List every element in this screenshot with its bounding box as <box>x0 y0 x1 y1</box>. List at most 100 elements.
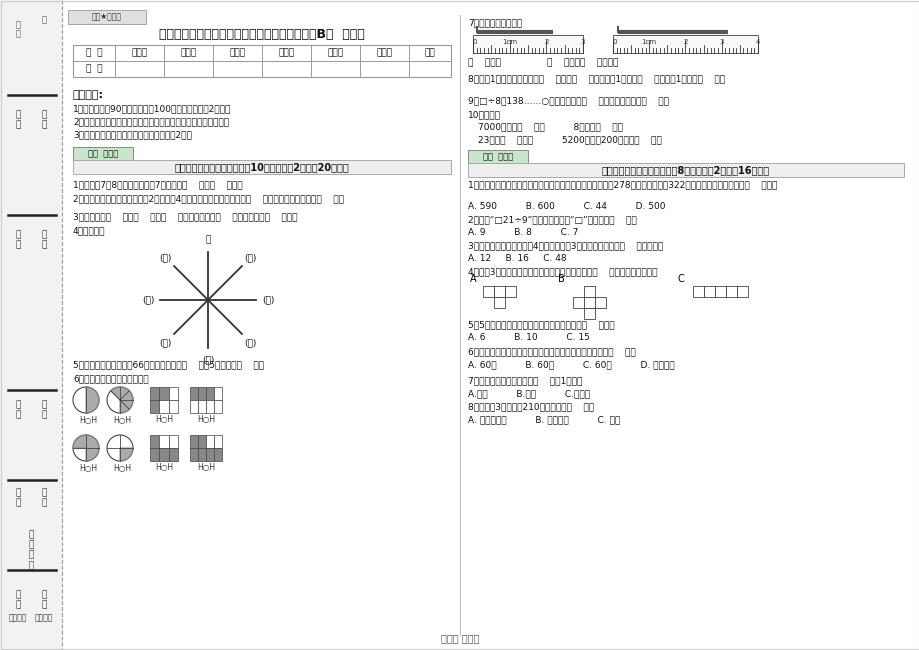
Text: (　): ( ) <box>159 338 172 347</box>
Bar <box>190 448 198 461</box>
Text: 1、考试时间：90分钟，满分为100分（含卷面分刃2分）。: 1、考试时间：90分钟，满分为100分（含卷面分刃2分）。 <box>73 104 231 113</box>
Bar <box>468 163 903 177</box>
Text: 姓: 姓 <box>16 110 20 119</box>
Text: 6、看图写分数，并比较大小。: 6、看图写分数，并比较大小。 <box>73 374 149 383</box>
Bar <box>206 435 214 448</box>
Bar <box>168 400 177 413</box>
Text: A. 60秒          B. 60分          C. 60时          D. 无法确定: A. 60秒 B. 60分 C. 60时 D. 无法确定 <box>468 360 674 369</box>
Text: 计算题: 计算题 <box>278 49 294 57</box>
Text: (　): ( ) <box>159 253 172 262</box>
Bar <box>612 35 757 53</box>
Bar <box>472 35 583 53</box>
Text: 第１页 八４页: 第１页 八４页 <box>440 633 479 643</box>
Bar <box>736 286 747 297</box>
Bar <box>150 387 159 400</box>
Text: 订: 订 <box>28 551 34 560</box>
Text: A.一定          B.可能          C.不可能: A.一定 B.可能 C.不可能 <box>468 389 589 398</box>
Text: 3: 3 <box>719 39 723 45</box>
Text: 书: 书 <box>16 30 20 38</box>
Text: 级: 级 <box>41 240 47 250</box>
Text: (　): ( ) <box>244 253 256 262</box>
Text: 7000千克＝（    ）吨          8千克＝（    ）克: 7000千克＝（ ）吨 8千克＝（ ）克 <box>478 122 622 131</box>
Text: 号: 号 <box>41 499 47 508</box>
Bar <box>725 286 736 297</box>
Text: 8、分酈1小格，秒针正好走（    ），是（    ）秒。分酈1大格是（    ），时酈1大格是（    ）。: 8、分酈1小格，秒针正好走（ ），是（ ）秒。分酈1大格是（ ），时酈1大格是（… <box>468 74 724 83</box>
Bar <box>584 308 595 319</box>
Text: H○H: H○H <box>197 415 215 424</box>
Bar <box>692 286 703 297</box>
Bar <box>214 448 221 461</box>
Text: 综合题: 综合题 <box>327 49 343 57</box>
Text: (　): ( ) <box>142 296 154 304</box>
Bar <box>573 297 584 308</box>
Text: 4: 4 <box>755 39 759 45</box>
Bar <box>584 297 595 308</box>
Bar <box>198 448 206 461</box>
Polygon shape <box>119 448 133 461</box>
Text: 0: 0 <box>472 39 477 45</box>
Text: 学: 学 <box>16 400 20 409</box>
Text: 装: 装 <box>28 540 34 549</box>
Text: 3: 3 <box>580 39 584 45</box>
Text: 7、按农历计算，有的年份（    ）朄1个月。: 7、按农历计算，有的年份（ ）朄1个月。 <box>468 376 582 385</box>
Text: H○H: H○H <box>154 463 173 472</box>
Text: 号: 号 <box>16 499 20 508</box>
Text: 23吨＝（    ）千克          5200千克－200千克＝（    ）吨: 23吨＝（ ）千克 5200千克－200千克＝（ ）吨 <box>478 135 661 144</box>
Bar <box>482 286 494 297</box>
Bar <box>0 0 62 650</box>
Text: 5、5名同学打乒乓球，每两人打一场，共要打（    ）场。: 5、5名同学打乒乓球，每两人打一场，共要打（ ）场。 <box>468 320 614 329</box>
Text: (　): ( ) <box>201 356 214 365</box>
Text: 图: 图 <box>41 15 47 24</box>
Text: 3、你出生于（    ）年（    ）月（    ）日，那一年是（    ）年，全年有（    ）天。: 3、你出生于（ ）年（ ）月（ ）日，那一年是（ ）年，全年有（ ）天。 <box>73 212 297 221</box>
Text: A. 590          B. 600          C. 44          D. 500: A. 590 B. 600 C. 44 D. 500 <box>468 202 664 211</box>
Text: 6、时钟从上一个数字到相邻的下一个数字，经过的时间是（    ）。: 6、时钟从上一个数字到相邻的下一个数字，经过的时间是（ ）。 <box>468 347 635 356</box>
Text: 班: 班 <box>41 230 47 239</box>
Text: 得  分: 得 分 <box>85 64 102 73</box>
Text: 学: 学 <box>16 488 20 497</box>
Text: (　): ( ) <box>244 338 256 347</box>
Text: 7、量出钉子的长度。: 7、量出钉子的长度。 <box>468 18 522 27</box>
Text: （街道）: （街道） <box>35 613 53 622</box>
Text: (　): ( ) <box>262 296 274 304</box>
Bar <box>190 435 198 448</box>
Text: 校: 校 <box>16 410 20 419</box>
Text: 选择题: 选择题 <box>180 49 197 57</box>
Text: 北: 北 <box>205 235 210 244</box>
Bar <box>595 297 606 308</box>
Text: （街道）: （街道） <box>9 613 28 622</box>
Text: B: B <box>558 274 564 284</box>
Text: 9、□÷8＝138……○，余数最大值（    ），这时被除数是（    ）。: 9、□÷8＝138……○，余数最大值（ ），这时被除数是（ ）。 <box>468 96 668 105</box>
Bar <box>168 435 177 448</box>
Text: 乡: 乡 <box>41 590 47 599</box>
Bar <box>168 448 177 461</box>
Text: 3、一个长方形花坛的宽是4米，长是宽的3倍，花坛的面积是（    ）平方米。: 3、一个长方形花坛的宽是4米，长是宽的3倍，花坛的面积是（ ）平方米。 <box>468 241 663 250</box>
Bar <box>159 435 168 448</box>
Text: H○H: H○H <box>154 415 173 424</box>
Text: A: A <box>470 274 476 284</box>
Text: 乡: 乡 <box>16 590 20 599</box>
Text: 镇: 镇 <box>41 601 47 610</box>
Text: 镇: 镇 <box>16 601 20 610</box>
Polygon shape <box>110 387 133 413</box>
Text: 2: 2 <box>683 39 686 45</box>
Text: 3、不要在试卷上乱写乱画，卷面不整洁手2分。: 3、不要在试卷上乱写乱画，卷面不整洁手2分。 <box>73 130 192 139</box>
Polygon shape <box>85 387 99 413</box>
Text: 学: 学 <box>41 400 47 409</box>
Text: 一、用心思考，正确填空（入10小题，每题2分，入20分）。: 一、用心思考，正确填空（入10小题，每题2分，入20分）。 <box>175 162 349 172</box>
Text: 5、把一根绳子平均分成66份，每份是它的（    ），5份是它的（    ）。: 5、把一根绳子平均分成66份，每份是它的（ ），5份是它的（ ）。 <box>73 360 264 369</box>
Bar <box>159 400 168 413</box>
Bar <box>198 435 206 448</box>
Bar <box>198 400 206 413</box>
Bar <box>190 387 198 400</box>
Text: H○H: H○H <box>79 416 97 425</box>
Bar <box>159 387 168 400</box>
Bar <box>584 286 595 297</box>
Bar <box>198 387 206 400</box>
Text: 应用题: 应用题 <box>376 49 391 57</box>
Bar <box>159 448 168 461</box>
Text: 题  号: 题 号 <box>85 49 102 57</box>
Text: H○H: H○H <box>197 463 215 472</box>
Text: 名: 名 <box>16 120 20 129</box>
Text: 上海教育版三年级数学上学期全真模拟考试试卷B卷  附解析: 上海教育版三年级数学上学期全真模拟考试试卷B卷 附解析 <box>159 29 365 42</box>
Text: 2、劳动课上做纸花，红红做了2朵纸花，4朵蓝花，红花占纸花总数的（    ），蓝花占纸花总数的（    ）。: 2、劳动课上做纸花，红红做了2朵纸花，4朵蓝花，红花占纸花总数的（ ），蓝花占纸… <box>73 194 344 203</box>
